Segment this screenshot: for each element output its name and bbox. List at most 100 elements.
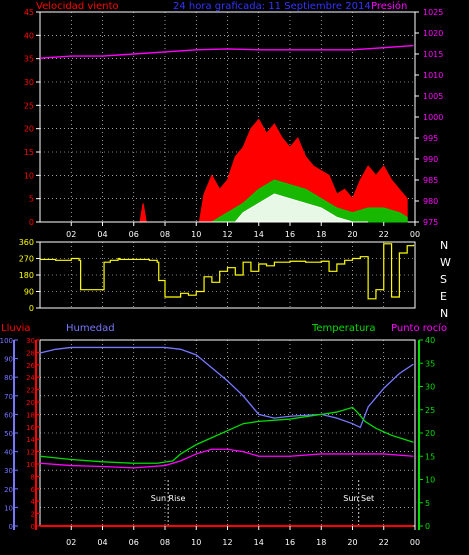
climate-series-1 (39, 406, 414, 464)
pressure-ytick-label-10: 1025 (423, 8, 443, 17)
humidity-ytick-label-4: 40 (4, 449, 13, 457)
wind-xtick-label-2: 06 (129, 230, 139, 239)
wind-xtick-label-4: 10 (191, 230, 201, 239)
pressure-ytick-label-3: 990 (423, 155, 438, 164)
wind-speed-label: Velocidad viento (36, 1, 119, 12)
temperature-ytick-label-8: 40 (425, 336, 435, 345)
humidity-ytick-label-6: 60 (4, 411, 13, 419)
pressure-ytick-label-9: 1020 (423, 29, 443, 38)
climate-series-2 (39, 448, 414, 469)
wind-ytick-label-7: 35 (24, 55, 34, 64)
wind-ytick-label-0: 0 (29, 218, 34, 227)
rain-ytick-label-0: 0 (31, 523, 35, 531)
humidity-ytick-label-9: 90 (4, 356, 13, 364)
rain-ytick-label-6: 12 (26, 449, 35, 457)
direction-ytick-label-0: 0 (29, 304, 34, 313)
compass-label-e: E (440, 290, 447, 303)
pressure-label: Presión (371, 0, 407, 12)
direction-ytick-label-1: 90 (24, 288, 34, 297)
chart-marks: 0510152025303540459759809859909951000100… (0, 8, 443, 547)
climate-xtick-label-5: 12 (222, 538, 232, 547)
rain-label: Lluvia (1, 323, 31, 334)
rain-ytick-label-4: 8 (31, 473, 35, 481)
pressure-series-line (39, 44, 414, 59)
humidity-ytick-label-0: 0 (9, 523, 13, 531)
rain-ytick-label-5: 10 (26, 461, 35, 469)
climate-xtick-label-7: 16 (285, 538, 295, 547)
climate-xtick-label-10: 22 (379, 538, 389, 547)
wind-xtick-label-1: 04 (97, 230, 107, 239)
rain-ytick-label-9: 18 (26, 411, 35, 419)
rain-ytick-label-14: 28 (26, 349, 35, 357)
compass-label-s: S (440, 273, 447, 286)
rain-ytick-label-1: 2 (31, 511, 35, 519)
climate-xtick-label-4: 10 (191, 538, 201, 547)
sun-marker-label-0: Sun Rise (151, 494, 186, 503)
rain-ytick-label-3: 6 (31, 486, 36, 494)
wind-ytick-label-3: 15 (24, 148, 34, 157)
pressure-ytick-label-8: 1015 (423, 50, 443, 59)
rain-ytick-label-15: 30 (26, 337, 35, 345)
climate-xtick-label-9: 20 (347, 538, 357, 547)
wind-ytick-label-2: 10 (24, 171, 34, 180)
humidity-ytick-label-2: 20 (4, 486, 13, 494)
wind-xtick-label-10: 22 (379, 230, 389, 239)
rain-ytick-label-13: 26 (26, 362, 35, 370)
direction-series-line (40, 243, 415, 300)
wind-ytick-label-9: 45 (24, 8, 34, 17)
wind-xtick-label-11: 00 (410, 230, 420, 239)
pressure-ytick-label-2: 985 (423, 176, 438, 185)
temperature-ytick-label-7: 35 (425, 359, 435, 368)
temperature-ytick-label-1: 5 (425, 499, 430, 508)
pressure-ytick-label-4: 995 (423, 134, 438, 143)
temperature-ytick-label-3: 15 (425, 452, 435, 461)
humidity-ytick-label-5: 50 (4, 430, 13, 438)
wind-xtick-label-8: 18 (316, 230, 326, 239)
rain-ytick-label-12: 24 (26, 374, 35, 382)
humidity-ytick-label-8: 80 (4, 374, 13, 382)
wind-xtick-label-6: 14 (254, 230, 264, 239)
humidity-ytick-label-1: 10 (4, 504, 13, 512)
rain-ytick-label-11: 22 (26, 387, 35, 395)
temperature-ytick-label-5: 25 (425, 406, 435, 415)
climate-xtick-label-0: 02 (66, 538, 76, 547)
pressure-ytick-label-1: 980 (423, 197, 438, 206)
compass-label-n-bottom: N (440, 307, 448, 320)
climate-xtick-label-11: 00 (410, 538, 420, 547)
climate-xtick-label-3: 08 (160, 538, 170, 547)
pressure-ytick-label-0: 975 (423, 218, 438, 227)
compass-label-n-top: N (440, 239, 448, 252)
sun-marker-label-1: Sun Set (343, 494, 374, 503)
wind-series-3 (40, 193, 369, 223)
direction-ytick-label-3: 270 (19, 255, 34, 264)
humidity-ytick-label-3: 30 (4, 467, 13, 475)
wind-xtick-label-7: 16 (285, 230, 295, 239)
wind-xtick-label-9: 20 (347, 230, 357, 239)
pressure-ytick-label-6: 1005 (423, 92, 443, 101)
wind-ytick-label-1: 5 (29, 195, 34, 204)
chart-title: 24 hora graficada: 11 Septiembre 2014 (173, 1, 371, 12)
pressure-ytick-label-5: 1000 (423, 113, 443, 122)
wind-ytick-label-8: 40 (24, 31, 34, 40)
wind-ytick-label-6: 30 (24, 78, 34, 87)
climate-xtick-label-8: 18 (316, 538, 326, 547)
climate-xtick-label-6: 14 (254, 538, 264, 547)
climate-xtick-label-1: 04 (97, 538, 107, 547)
temperature-label: Temperatura (311, 323, 376, 334)
temperature-ytick-label-2: 10 (425, 476, 435, 485)
temperature-ytick-label-6: 30 (425, 383, 435, 392)
wind-xtick-label-5: 12 (222, 230, 232, 239)
humidity-ytick-label-7: 70 (4, 393, 13, 401)
wind-ytick-label-5: 25 (24, 101, 34, 110)
rain-ytick-label-7: 14 (26, 436, 35, 444)
direction-ytick-label-2: 180 (19, 271, 34, 280)
temperature-ytick-label-4: 20 (425, 429, 435, 438)
compass-label-w: W (440, 256, 451, 269)
wind-xtick-label-0: 02 (66, 230, 76, 239)
climate-xtick-label-2: 06 (129, 538, 139, 547)
direction-ytick-label-4: 360 (19, 238, 34, 247)
temperature-ytick-label-0: 0 (425, 522, 430, 531)
pressure-ytick-label-7: 1010 (423, 71, 443, 80)
